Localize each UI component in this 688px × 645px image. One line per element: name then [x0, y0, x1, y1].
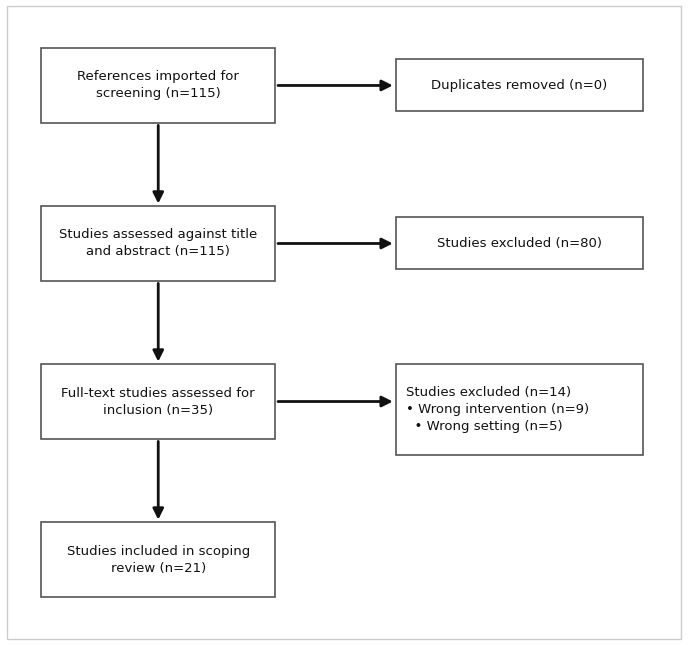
FancyBboxPatch shape	[396, 364, 643, 455]
Text: References imported for
screening (n=115): References imported for screening (n=115…	[77, 70, 239, 101]
FancyBboxPatch shape	[41, 206, 275, 281]
Text: Studies included in scoping
review (n=21): Studies included in scoping review (n=21…	[67, 544, 250, 575]
Text: Studies assessed against title
and abstract (n=115): Studies assessed against title and abstr…	[59, 228, 257, 259]
FancyBboxPatch shape	[7, 6, 681, 639]
Text: Full-text studies assessed for
inclusion (n=35): Full-text studies assessed for inclusion…	[61, 386, 255, 417]
FancyBboxPatch shape	[41, 522, 275, 597]
FancyBboxPatch shape	[41, 48, 275, 123]
FancyBboxPatch shape	[41, 364, 275, 439]
Text: Studies excluded (n=14)
• Wrong intervention (n=9)
  • Wrong setting (n=5): Studies excluded (n=14) • Wrong interven…	[406, 386, 589, 433]
FancyBboxPatch shape	[396, 217, 643, 269]
FancyBboxPatch shape	[396, 59, 643, 111]
Text: Duplicates removed (n=0): Duplicates removed (n=0)	[431, 79, 608, 92]
Text: Studies excluded (n=80): Studies excluded (n=80)	[437, 237, 602, 250]
